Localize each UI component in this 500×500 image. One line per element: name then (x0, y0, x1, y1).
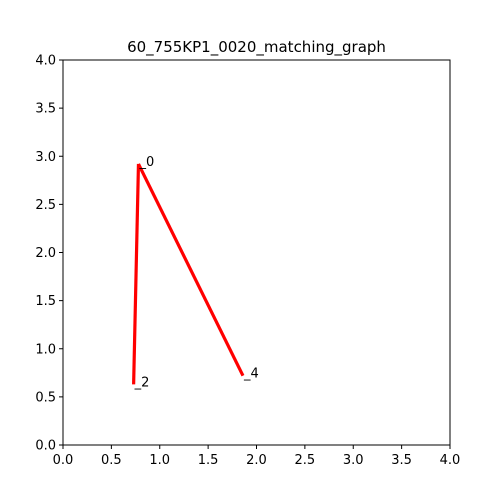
node-label: _2 (134, 375, 150, 390)
x-tick-label: 3.5 (391, 453, 412, 468)
y-tick-label: 1.0 (35, 342, 56, 357)
edge-0-2 (132, 163, 141, 385)
y-tick-label: 0.0 (35, 439, 56, 454)
x-tick-label: 2.0 (246, 453, 267, 468)
y-tick-label: 3.0 (35, 150, 56, 165)
chart-title: 60_755KP1_0020_matching_graph (127, 38, 386, 57)
plot-frame (62, 59, 451, 446)
y-tick-label: 3.5 (35, 102, 56, 117)
y-axis-ticks: 0.0 0.5 1.0 1.5 2.0 2.5 3.0 3.5 4.0 (35, 54, 63, 454)
x-tick-label: 1.5 (198, 453, 219, 468)
node-labels-layer: _0 _2 _4 (134, 155, 259, 390)
edges-layer (132, 163, 245, 385)
x-tick-label: 3.0 (343, 453, 364, 468)
node-label: _4 (243, 367, 259, 382)
edge-0-4 (137, 163, 245, 377)
y-tick-label: 1.5 (35, 294, 56, 309)
x-tick-label: 1.0 (149, 453, 170, 468)
x-axis-ticks: 0.0 0.5 1.0 1.5 2.0 2.5 3.0 3.5 4.0 (53, 445, 461, 468)
y-tick-label: 0.5 (35, 390, 56, 405)
node-label: _0 (138, 155, 154, 170)
x-tick-label: 0.0 (53, 453, 74, 468)
y-tick-label: 2.5 (35, 198, 56, 213)
x-tick-label: 0.5 (101, 453, 122, 468)
x-tick-label: 2.5 (295, 453, 316, 468)
y-tick-label: 4.0 (35, 54, 56, 69)
y-tick-label: 2.0 (35, 246, 56, 261)
x-tick-label: 4.0 (440, 453, 461, 468)
